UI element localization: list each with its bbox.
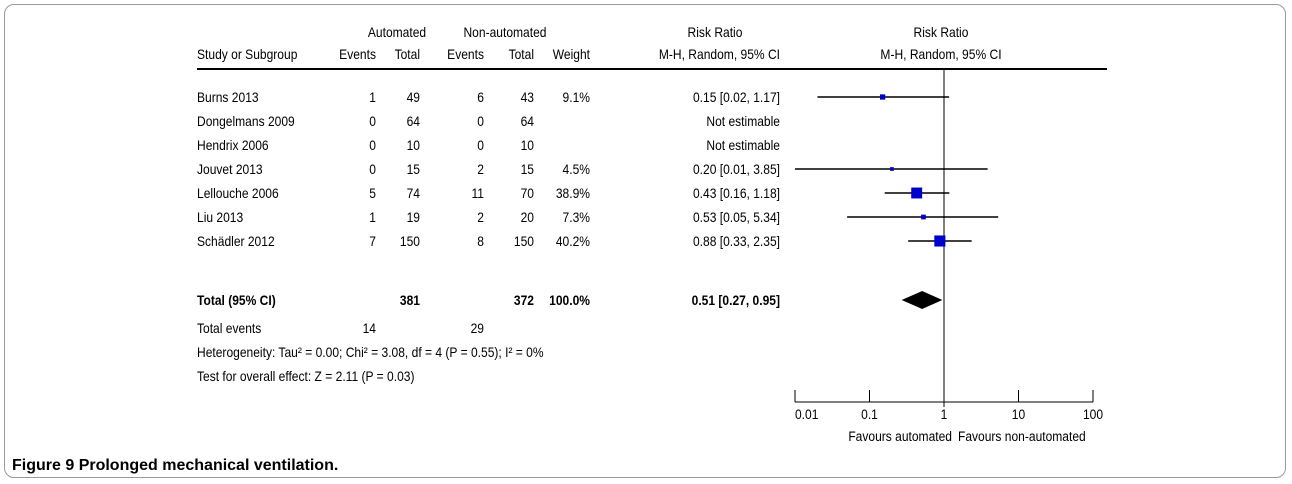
total-weight: 100.0%: [549, 292, 590, 308]
events-automated: 1: [369, 209, 376, 225]
events-non-automated: 2: [477, 161, 484, 177]
total-non-automated: 15: [520, 161, 534, 177]
figure-number: Figure 9: [12, 457, 75, 474]
study-name: Schädler 2012: [197, 233, 275, 249]
study-name: Jouvet 2013: [197, 161, 263, 177]
weight: 9.1%: [562, 89, 590, 105]
events-automated: 1: [369, 89, 376, 105]
favours-right-label: Favours non-automated: [958, 428, 1086, 444]
events-automated: 0: [369, 161, 376, 177]
risk-ratio-ci: 0.20 [0.01, 3.85]: [692, 161, 780, 177]
header-rule: [197, 68, 1107, 70]
x-axis-tick-label: 100: [1083, 406, 1103, 422]
events-non-automated: 8: [477, 233, 484, 249]
events-automated: 7: [369, 233, 376, 249]
figure-frame: [4, 4, 1286, 478]
study-name: Hendrix 2006: [197, 137, 269, 153]
weight: 7.3%: [562, 209, 590, 225]
total-non-automated: 150: [513, 233, 534, 249]
rr-plot-header: Risk Ratio: [913, 24, 969, 40]
col-total2-header: Total: [508, 46, 534, 62]
study-marker: [879, 94, 886, 100]
weight: 38.9%: [555, 185, 590, 201]
study-name: Liu 2013: [197, 209, 244, 225]
weight: 40.2%: [555, 233, 590, 249]
risk-ratio-ci: 0.15 [0.02, 1.17]: [692, 89, 780, 105]
pooled-diamond: [901, 291, 943, 309]
col-weight-header: Weight: [552, 46, 590, 62]
total-automated: 64: [406, 113, 420, 129]
events-non-automated: 2: [477, 209, 484, 225]
events-non-automated: 11: [471, 185, 484, 201]
risk-ratio-ci: Not estimable: [706, 113, 780, 129]
events-non-automated: 0: [477, 113, 484, 129]
rr-numeric-header: Risk Ratio: [687, 24, 743, 40]
study-marker: [921, 214, 926, 220]
figure-caption: Figure 9 Prolonged mechanical ventilatio…: [12, 456, 338, 476]
group1-header: Automated: [367, 24, 427, 40]
total-automated: 10: [406, 137, 420, 153]
risk-ratio-ci: 0.43 [0.16, 1.18]: [692, 185, 780, 201]
risk-ratio-ci: 0.88 [0.33, 2.35]: [692, 233, 780, 249]
study-marker: [934, 235, 946, 247]
events-non-automated: 0: [477, 137, 484, 153]
x-axis-tick-label: 10: [1012, 406, 1025, 422]
total-non-automated: 70: [520, 185, 534, 201]
events-non-automated: 6: [477, 89, 484, 105]
heterogeneity-text: Heterogeneity: Tau² = 0.00; Chi² = 3.08,…: [197, 344, 544, 360]
risk-ratio-ci: 0.53 [0.05, 5.34]: [692, 209, 780, 225]
total-non-automated: 43: [520, 89, 534, 105]
total-automated: 49: [406, 89, 420, 105]
study-name: Burns 2013: [197, 89, 259, 105]
col-study-header: Study or Subgroup: [197, 46, 298, 62]
events-automated: 0: [369, 113, 376, 129]
overall-effect-text: Test for overall effect: Z = 2.11 (P = 0…: [197, 368, 415, 384]
total-events-non-automated: 29: [470, 320, 484, 336]
col-method-header: M-H, Random, 95% CI: [658, 46, 780, 62]
col-method-plot-header: M-H, Random, 95% CI: [880, 46, 1002, 62]
col-total1-header: Total: [394, 46, 420, 62]
x-axis-tick-label: 0.01: [795, 406, 818, 422]
group2-header: Non-automated: [463, 24, 547, 40]
x-axis-tick-label: 0.1: [861, 406, 878, 422]
figure-title: Prolonged mechanical ventilation.: [78, 457, 339, 474]
total-automated: 74: [406, 185, 420, 201]
total-automated: 15: [406, 161, 420, 177]
total-non-automated: 64: [520, 113, 534, 129]
total-non-automated: 372: [513, 292, 534, 308]
total-events-automated: 14: [362, 320, 376, 336]
risk-ratio-ci: Not estimable: [706, 137, 780, 153]
study-marker: [890, 167, 894, 171]
events-automated: 0: [369, 137, 376, 153]
col-events1-header: Events: [339, 46, 376, 62]
weight: 4.5%: [562, 161, 590, 177]
total-automated: 150: [399, 233, 420, 249]
favours-left-label: Favours automated: [848, 428, 952, 444]
col-events2-header: Events: [447, 46, 484, 62]
study-name: Dongelmans 2009: [197, 113, 295, 129]
total-non-automated: 10: [520, 137, 534, 153]
x-axis-tick-label: 1: [941, 406, 948, 422]
events-automated: 5: [369, 185, 376, 201]
total-label: Total (95% CI): [197, 292, 276, 308]
total-non-automated: 20: [520, 209, 534, 225]
total-risk-ratio-ci: 0.51 [0.27, 0.95]: [691, 292, 780, 308]
study-name: Lellouche 2006: [197, 185, 279, 201]
total-automated: 381: [399, 292, 420, 308]
total-events-label: Total events: [197, 320, 262, 336]
study-marker: [911, 187, 923, 199]
total-automated: 19: [406, 209, 420, 225]
